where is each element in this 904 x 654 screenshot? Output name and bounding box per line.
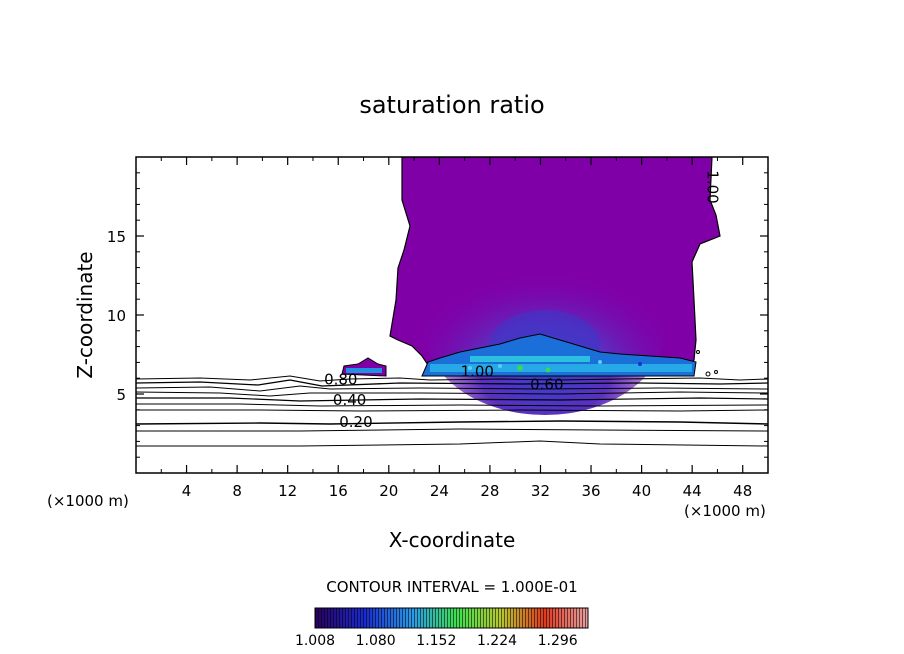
colorbar-label: 1.008 [295,633,335,649]
x-axis-label: X-coordinate [389,528,516,552]
x-tick-label: 40 [632,482,651,500]
x-tick-label: 32 [531,482,550,500]
colorbar-label: 1.152 [416,633,456,649]
contour-label: 0.60 [530,375,563,393]
y-axis: 5 10 15 [107,172,768,458]
x-tick-label: 36 [581,482,600,500]
colorbar-label: 1.080 [356,633,396,649]
y-axis-label: Z-coordinate [73,251,97,378]
x-tick-label: 28 [480,482,499,500]
x-tick-label: 44 [683,482,702,500]
x-tick-label: 12 [278,482,297,500]
x-tick-label: 16 [329,482,348,500]
x-tick-label: 48 [733,482,752,500]
x-axis-unit: (×1000 m) [684,502,766,520]
x-axis: 4 8 12 16 20 24 28 32 36 40 44 48 [160,157,752,500]
contour-interval: CONTOUR INTERVAL = 1.000E-01 [326,578,577,596]
colorbar [314,607,589,629]
contour-label: 0.20 [339,413,372,431]
colorbar-label: 1.224 [477,633,517,649]
y-tick-label: 15 [107,228,126,246]
x-tick-label: 8 [232,482,242,500]
y-tick-label: 10 [107,307,126,325]
colorbar-label: 1.296 [538,633,578,649]
contour-lines [136,375,768,447]
chart-title: saturation ratio [359,91,544,119]
x-tick-label: 20 [379,482,398,500]
x-tick-label: 24 [430,482,449,500]
contour-label: 1.00 [461,363,494,381]
contour-label: 1.00 [703,170,721,203]
cloud-base-texture [430,356,692,373]
plot-area [136,157,768,447]
x-tick-label: 4 [182,482,192,500]
y-axis-unit: (×1000 m) [47,492,129,510]
contour-label: 0.40 [333,391,366,409]
contour-labels: 0.80 0.40 0.20 1.00 0.60 1.00 [324,170,721,431]
y-tick-label: 5 [116,386,126,404]
contour-label: 0.80 [324,371,357,389]
colorbar-labels: 1.008 1.080 1.152 1.224 1.296 [295,633,578,649]
